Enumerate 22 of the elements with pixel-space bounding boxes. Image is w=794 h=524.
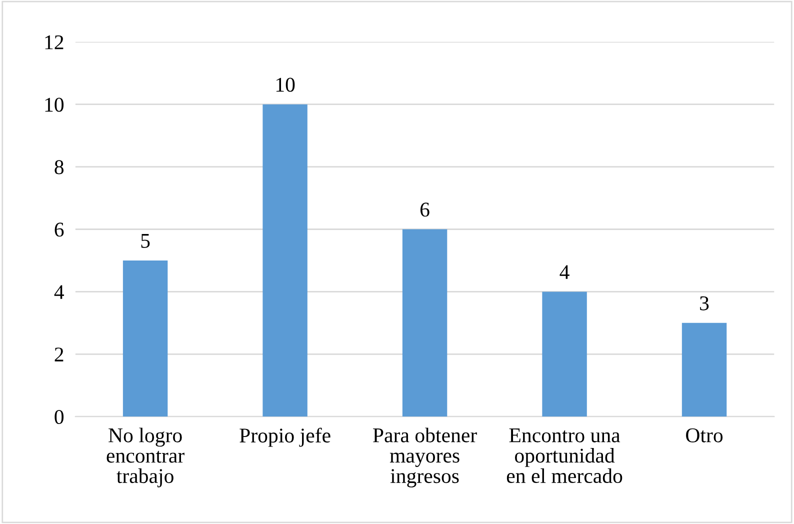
y-tick-label: 0 [54, 410, 64, 424]
data-label: 4 [560, 265, 570, 279]
x-tick-label: Encontro una oportunidad en el mercado [506, 428, 622, 484]
bar [122, 260, 168, 417]
y-tick-label: 8 [54, 160, 64, 174]
y-tick-label: 10 [45, 98, 64, 112]
y-tick-label: 6 [54, 222, 64, 237]
y-tick-label: 4 [54, 285, 64, 299]
x-tick-label: Propio jefe [240, 428, 330, 447]
x-tick-label: No logro encontrar trabajo [106, 428, 184, 488]
data-label: 6 [420, 202, 430, 217]
y-tick-label: 2 [54, 348, 64, 362]
bar [402, 229, 448, 417]
data-label: 3 [700, 296, 709, 310]
bar [262, 104, 308, 417]
y-tick-label: 12 [45, 35, 64, 50]
x-tick-label: Otro [686, 428, 723, 442]
data-label: 10 [276, 78, 295, 92]
data-label: 5 [141, 234, 150, 248]
bar [682, 322, 727, 417]
x-tick-label: Para obtener mayores ingresos [373, 428, 477, 488]
bar [542, 292, 587, 417]
